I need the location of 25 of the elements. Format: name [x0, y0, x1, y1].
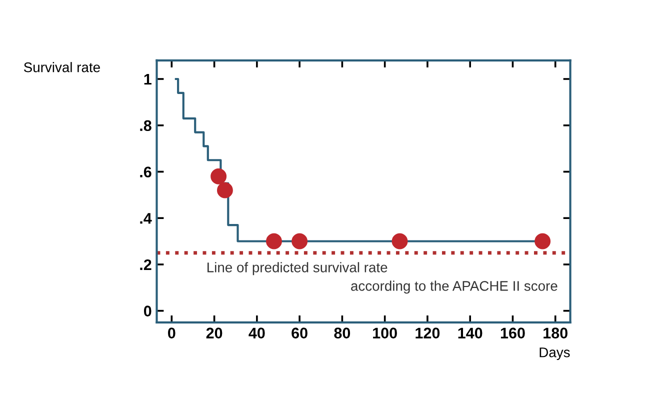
x-tick-label: 180: [544, 328, 568, 338]
ref-line-label: Line of predicted survival rate according to the APACHE II score: [208, 262, 558, 294]
x-tick-label: 80: [334, 328, 350, 338]
point: [216, 182, 233, 198]
x-tick-label: 120: [416, 328, 440, 338]
x-axis-title: Days: [540, 348, 570, 360]
point: [392, 233, 408, 250]
point: [210, 168, 227, 184]
y-tick-label: 0: [144, 306, 152, 316]
x-tick-label: 140: [458, 328, 482, 338]
point: [292, 233, 308, 250]
point: [266, 233, 282, 250]
y-tick-label: 1: [144, 74, 152, 85]
x-tick-label: 40: [248, 328, 265, 338]
point: [534, 233, 551, 250]
y-tick-label: .4: [140, 213, 152, 224]
x-tick-label: 0: [168, 328, 176, 338]
x-tick-label: 60: [292, 328, 308, 338]
y-tick-label: .2: [140, 259, 152, 270]
x-tick-label: 100: [373, 328, 397, 338]
y-axis-title: Survival rate: [24, 62, 100, 72]
y-tick-label: .8: [140, 120, 152, 132]
y-tick-label: .6: [140, 166, 152, 178]
x-tick-label: 160: [500, 328, 525, 338]
x-tick-label: 20: [206, 328, 222, 338]
